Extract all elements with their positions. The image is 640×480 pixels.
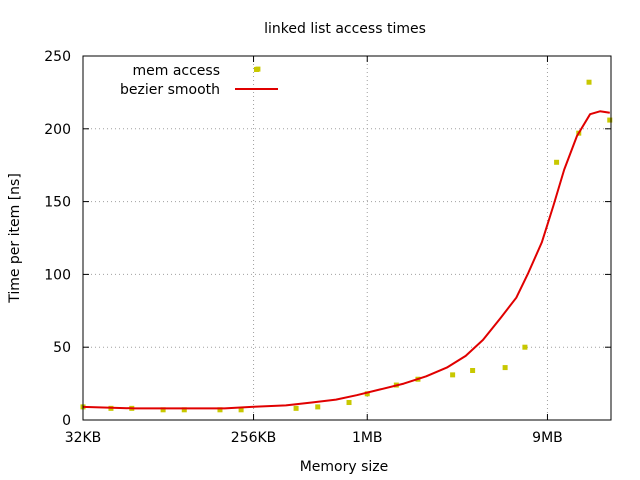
legend: mem access bezier smooth <box>120 63 278 98</box>
y-tick-label: 50 <box>53 340 71 356</box>
x-tick-label: 256KB <box>231 430 277 446</box>
legend-label: bezier smooth <box>120 82 220 98</box>
data-point <box>364 391 370 397</box>
data-point <box>160 407 166 413</box>
chart-title: linked list access times <box>264 21 426 37</box>
data-point <box>217 407 223 413</box>
data-point <box>346 400 352 406</box>
y-tick-label: 150 <box>44 195 71 211</box>
data-point <box>315 404 321 410</box>
data-point <box>502 365 508 371</box>
data-point <box>238 407 244 413</box>
y-tick-label: 200 <box>44 122 71 138</box>
series-line-bezier-smooth <box>82 110 610 410</box>
data-point <box>470 367 476 373</box>
data-point <box>293 405 299 411</box>
data-point <box>181 407 187 413</box>
x-tick-label: 32KB <box>65 430 102 446</box>
y-axis-label: Time per item [ns] <box>7 173 23 304</box>
data-point <box>554 159 560 165</box>
ticks: 0 50 100 150 200 250 32KB 256KB 1MB 9MB <box>44 49 611 446</box>
series-layer <box>80 66 613 413</box>
data-point <box>586 79 592 85</box>
legend-swatch-point <box>254 67 259 72</box>
legend-label: mem access <box>132 63 220 79</box>
x-tick-label: 1MB <box>352 430 383 446</box>
y-tick-label: 100 <box>44 267 71 283</box>
y-tick-label: 0 <box>62 413 71 429</box>
x-tick-label: 9MB <box>532 430 563 446</box>
data-point <box>522 344 528 350</box>
data-point <box>607 117 613 123</box>
x-axis-label: Memory size <box>300 459 389 475</box>
plot-frame <box>82 55 612 421</box>
data-point <box>450 372 456 378</box>
y-tick-label: 250 <box>44 49 71 65</box>
